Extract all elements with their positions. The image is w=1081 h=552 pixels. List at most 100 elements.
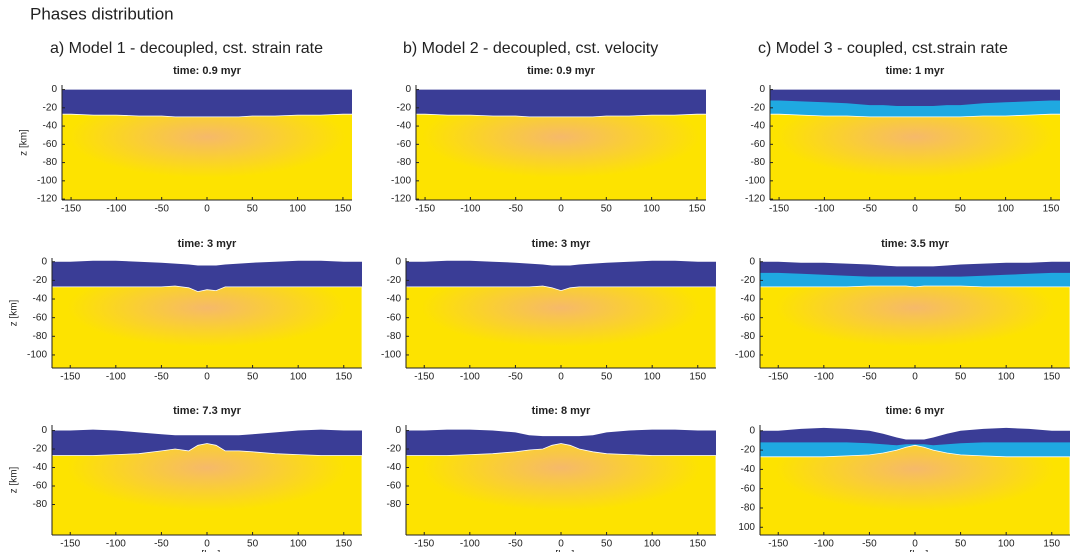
phase-layer	[416, 113, 706, 200]
x-tick-label: 50	[247, 539, 259, 550]
y-tick-label: -80	[33, 499, 48, 510]
phase-layer	[770, 113, 1060, 200]
phase-layer	[760, 285, 1070, 368]
plot-area	[770, 89, 1060, 200]
x-tick-label: 50	[247, 204, 259, 215]
y-tick-label: -60	[397, 139, 412, 150]
y-tick-label: -20	[387, 275, 402, 286]
y-tick-label: -80	[397, 157, 412, 168]
x-tick-label: 100	[997, 204, 1014, 215]
y-axis-label: z [km]	[9, 466, 20, 493]
x-axis-label: x [km]	[548, 550, 575, 552]
y-tick-label: -60	[387, 312, 402, 323]
y-tick-label: -80	[43, 157, 58, 168]
panel-title: time: 8 myr	[532, 405, 591, 417]
x-tick-label: 100	[290, 372, 307, 383]
y-tick-label: -80	[741, 331, 756, 342]
y-tick-label: -40	[33, 462, 48, 473]
x-tick-label: -50	[508, 204, 523, 215]
x-tick-label: 0	[912, 204, 918, 215]
y-tick-label: 100	[738, 522, 755, 533]
y-tick-label: -40	[741, 464, 756, 475]
x-tick-label: -50	[508, 539, 523, 550]
column-title: b) Model 2 - decoupled, cst. velocity	[403, 40, 658, 57]
phase-layer	[760, 444, 1070, 535]
x-tick-label: 150	[335, 539, 352, 550]
y-tick-label: -40	[43, 121, 58, 132]
panel-title: time: 3.5 myr	[881, 238, 950, 250]
x-tick-label: 100	[289, 204, 306, 215]
y-tick-label: -80	[33, 331, 48, 342]
x-tick-label: -150	[769, 204, 789, 215]
x-tick-label: 150	[335, 204, 352, 215]
plot-area	[52, 260, 362, 368]
panel-title: time: 6 myr	[886, 405, 945, 417]
x-tick-label: -50	[154, 539, 169, 550]
plot-area	[406, 260, 716, 368]
figure-title: Phases distribution	[30, 4, 174, 23]
y-tick-label: -120	[391, 194, 411, 205]
x-tick-label: 0	[204, 204, 210, 215]
y-tick-label: -60	[741, 312, 756, 323]
y-tick-label: -40	[33, 294, 48, 305]
plot-area	[760, 261, 1070, 368]
x-tick-label: -150	[60, 372, 80, 383]
panel-title: time: 0.9 myr	[527, 65, 596, 77]
y-tick-label: -60	[33, 312, 48, 323]
x-tick-label: -100	[106, 204, 126, 215]
y-tick-label: 0	[395, 425, 401, 436]
x-tick-label: 150	[335, 372, 352, 383]
x-tick-label: -100	[106, 372, 126, 383]
phase-layer	[406, 443, 716, 535]
x-tick-label: -50	[862, 204, 877, 215]
x-tick-label: 100	[644, 372, 661, 383]
y-tick-label: -60	[751, 139, 766, 150]
x-tick-label: 50	[247, 372, 259, 383]
y-tick-label: -20	[43, 102, 58, 113]
y-tick-label: -20	[387, 444, 402, 455]
y-tick-label: -20	[741, 445, 756, 456]
x-tick-label: -50	[508, 372, 523, 383]
x-tick-label: -100	[106, 539, 126, 550]
x-tick-label: 0	[558, 539, 564, 550]
y-tick-label: 0	[51, 84, 57, 95]
x-tick-label: 150	[689, 539, 706, 550]
x-tick-label: 150	[1043, 372, 1060, 383]
x-tick-label: -50	[154, 204, 169, 215]
y-tick-label: -100	[381, 350, 401, 361]
y-tick-label: 0	[41, 425, 47, 436]
y-tick-label: -80	[751, 157, 766, 168]
y-axis-label: z [km]	[19, 129, 30, 156]
x-tick-label: 50	[601, 372, 613, 383]
x-tick-label: 0	[204, 539, 210, 550]
panel-title: time: 3 myr	[178, 238, 237, 250]
y-tick-label: -20	[33, 444, 48, 455]
x-tick-label: 0	[204, 372, 210, 383]
x-tick-label: -50	[862, 372, 877, 383]
x-tick-label: -150	[768, 539, 788, 550]
y-tick-label: 0	[749, 425, 755, 436]
y-tick-label: -20	[397, 102, 412, 113]
x-tick-label: -100	[814, 204, 834, 215]
y-tick-label: -20	[33, 275, 48, 286]
phase-layer	[62, 113, 352, 200]
x-tick-label: -50	[862, 539, 877, 550]
x-tick-label: 100	[643, 204, 660, 215]
y-tick-label: -20	[741, 275, 756, 286]
x-tick-label: 100	[998, 539, 1015, 550]
phase-layer	[52, 443, 362, 535]
y-tick-label: -100	[391, 175, 411, 186]
y-axis-label: z [km]	[9, 299, 20, 326]
x-tick-label: 50	[601, 539, 613, 550]
y-tick-label: -100	[745, 175, 765, 186]
x-tick-label: -150	[414, 539, 434, 550]
x-tick-label: -150	[60, 539, 80, 550]
y-tick-label: -40	[741, 294, 756, 305]
y-tick-label: -40	[397, 121, 412, 132]
y-tick-label: -40	[387, 294, 402, 305]
panel-title: time: 7.3 myr	[173, 405, 242, 417]
y-tick-label: -100	[735, 350, 755, 361]
y-tick-label: 0	[749, 256, 755, 267]
x-tick-label: -100	[814, 372, 834, 383]
panel-title: time: 3 myr	[532, 238, 591, 250]
